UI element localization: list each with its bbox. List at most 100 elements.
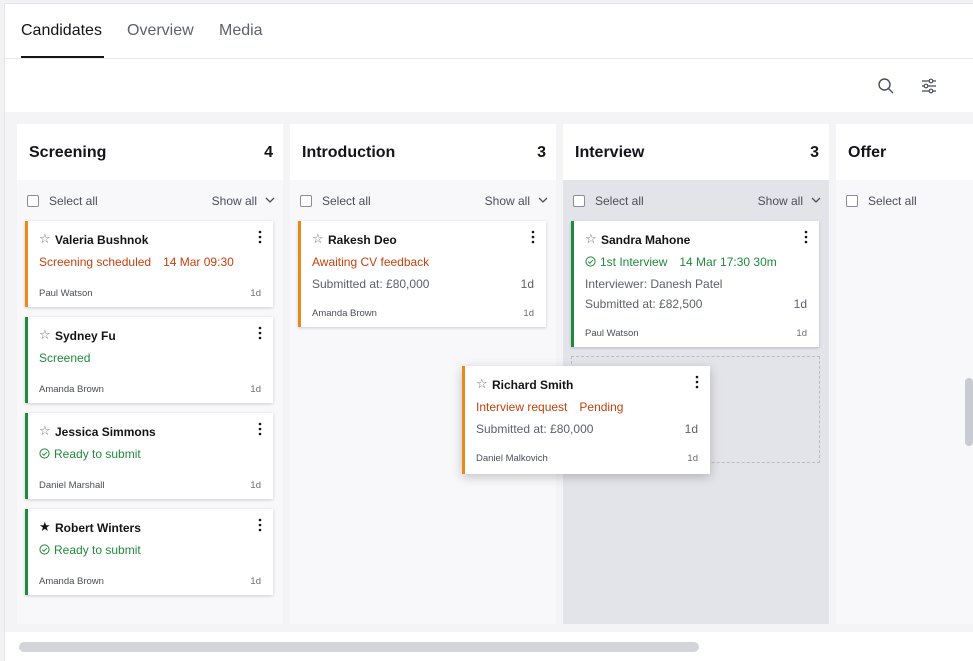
show-all-button[interactable]: Show all xyxy=(211,194,257,208)
candidate-status: Awaiting CV feedback xyxy=(312,255,430,269)
star-outline-icon[interactable]: ☆ xyxy=(585,231,597,246)
candidate-status: Ready to submit xyxy=(39,543,141,557)
check-circle-icon xyxy=(39,448,50,459)
column-controls: Select all Show all xyxy=(290,180,556,220)
chevron-down-icon[interactable] xyxy=(265,196,275,204)
show-all-button[interactable]: Show all xyxy=(484,194,530,208)
more-vertical-icon[interactable] xyxy=(257,230,263,244)
horizontal-scrollbar[interactable] xyxy=(19,642,699,652)
select-all-checkbox[interactable] xyxy=(27,195,39,207)
check-circle-icon xyxy=(585,256,596,267)
candidate-card[interactable]: ☆ Sydney Fu Screened Amanda Brown 1d xyxy=(25,317,273,403)
candidate-name: Sydney Fu xyxy=(55,329,116,343)
star-outline-icon[interactable]: ☆ xyxy=(39,327,51,342)
star-outline-icon[interactable]: ☆ xyxy=(39,423,51,438)
star-filled-icon[interactable]: ★ xyxy=(39,519,51,534)
candidate-name: Rakesh Deo xyxy=(328,233,397,247)
candidate-age: 1d xyxy=(250,480,261,491)
status-text: Screening scheduled xyxy=(39,255,152,269)
candidate-owner: Paul Watson xyxy=(39,288,93,299)
candidate-status: Screening scheduled 14 Mar 09:30 xyxy=(39,255,234,269)
submitted-salary: Submitted at: £82,500 xyxy=(585,297,703,311)
status-text: Ready to submit xyxy=(54,543,141,557)
status-text: Ready to submit xyxy=(54,447,141,461)
column-count: 4 xyxy=(264,144,273,161)
select-all-checkbox[interactable] xyxy=(846,195,858,207)
submitted-days: 1d xyxy=(793,297,807,311)
candidate-owner: Paul Watson xyxy=(585,328,639,339)
toolbar xyxy=(5,60,973,112)
candidate-age: 1d xyxy=(687,453,698,464)
show-all-button[interactable]: Show all xyxy=(757,194,803,208)
candidate-card[interactable]: ☆ Sandra Mahone 1st Interview 14 Mar 17:3… xyxy=(571,221,819,347)
star-outline-icon[interactable]: ☆ xyxy=(39,231,51,246)
status-text: Interview request xyxy=(476,400,568,414)
column-title: Introduction xyxy=(302,144,396,161)
interviewer: Interviewer: Danesh Patel xyxy=(585,277,723,291)
candidate-name: Sandra Mahone xyxy=(601,233,691,247)
status-text: 1st Interview xyxy=(600,255,668,269)
sliders-icon[interactable] xyxy=(919,76,939,96)
submitted-salary: Submitted at: £80,000 xyxy=(476,422,594,436)
candidate-status: Interview request Pending xyxy=(476,400,623,414)
more-vertical-icon[interactable] xyxy=(803,230,809,244)
column-count: 3 xyxy=(537,144,546,161)
candidate-name: Valeria Bushnok xyxy=(55,233,149,247)
dragging-candidate-card[interactable]: ☆ Richard Smith Interview request Pending… xyxy=(462,366,710,474)
status-datetime: 14 Mar 17:30 30m xyxy=(679,255,777,269)
candidate-name: Richard Smith xyxy=(492,378,574,392)
submitted-days: 1d xyxy=(520,277,534,291)
column-header: Screening 4 xyxy=(17,124,283,180)
tab-candidates[interactable]: Candidates xyxy=(21,22,102,39)
candidate-age: 1d xyxy=(523,308,534,319)
candidate-card[interactable]: ☆ Valeria Bushnok Screening scheduled 14 … xyxy=(25,221,273,307)
column-header: Introduction 3 xyxy=(290,124,556,180)
status-pending: Pending xyxy=(579,400,624,414)
candidate-status: Screened xyxy=(39,351,91,365)
candidate-owner: Daniel Malkovich xyxy=(476,453,548,464)
chevron-down-icon[interactable] xyxy=(811,196,821,204)
more-vertical-icon[interactable] xyxy=(694,375,700,389)
more-vertical-icon[interactable] xyxy=(530,230,536,244)
select-all-checkbox[interactable] xyxy=(573,195,585,207)
column-header: Interview 3 xyxy=(563,124,829,180)
active-tab-indicator xyxy=(21,56,104,58)
more-vertical-icon[interactable] xyxy=(257,326,263,340)
candidate-card[interactable]: ★ Robert Winters Ready to submit Amanda … xyxy=(25,509,273,595)
column-offer: Offer Select all xyxy=(836,124,973,624)
status-datetime: 14 Mar 09:30 xyxy=(163,255,234,269)
star-outline-icon[interactable]: ☆ xyxy=(312,231,324,246)
select-all-label[interactable]: Select all xyxy=(595,194,644,208)
candidate-card[interactable]: ☆ Rakesh Deo Awaiting CV feedback Submit… xyxy=(298,221,546,327)
star-outline-icon[interactable]: ☆ xyxy=(476,376,488,391)
chevron-down-icon[interactable] xyxy=(538,196,548,204)
candidate-owner: Daniel Marshall xyxy=(39,480,105,491)
candidate-owner: Amanda Brown xyxy=(312,308,377,319)
search-icon[interactable] xyxy=(876,76,896,96)
column-title: Offer xyxy=(848,144,887,161)
select-all-checkbox[interactable] xyxy=(300,195,312,207)
more-vertical-icon[interactable] xyxy=(257,518,263,532)
candidate-card[interactable]: ☆ Jessica Simmons Ready to submit Daniel… xyxy=(25,413,273,499)
tab-media[interactable]: Media xyxy=(219,22,263,39)
column-controls: Select all Show all xyxy=(17,180,283,220)
more-vertical-icon[interactable] xyxy=(257,422,263,436)
select-all-label[interactable]: Select all xyxy=(868,194,917,208)
candidate-owner: Amanda Brown xyxy=(39,384,104,395)
column-title: Interview xyxy=(575,144,645,161)
kanban-board: Screening 4 Select all Show all ☆ Valeri… xyxy=(5,112,973,632)
column-title: Screening xyxy=(29,144,107,161)
column-header: Offer xyxy=(836,124,973,180)
select-all-label[interactable]: Select all xyxy=(322,194,371,208)
column-count: 3 xyxy=(810,144,819,161)
submitted-salary: Submitted at: £80,000 xyxy=(312,277,430,291)
submitted-days: 1d xyxy=(684,422,698,436)
select-all-label[interactable]: Select all xyxy=(49,194,98,208)
tab-bar: Candidates Overview Media xyxy=(5,4,973,59)
candidate-age: 1d xyxy=(250,384,261,395)
candidate-age: 1d xyxy=(796,328,807,339)
candidate-name: Jessica Simmons xyxy=(55,425,156,439)
vertical-scrollbar[interactable] xyxy=(965,378,973,446)
candidate-name: Robert Winters xyxy=(55,521,141,535)
tab-overview[interactable]: Overview xyxy=(127,22,194,39)
